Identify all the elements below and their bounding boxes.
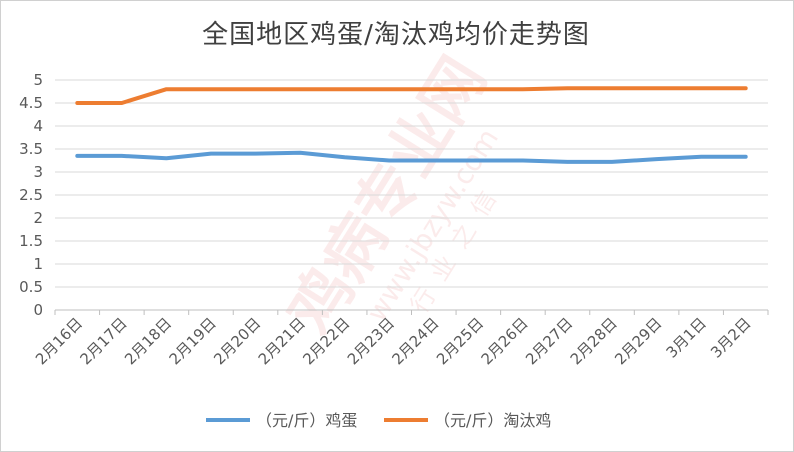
x-tick-label: 2月24日 [388, 314, 442, 368]
chart-title: 全国地区鸡蛋/淘汰鸡均价走势图 [202, 20, 590, 50]
legend-label-0: （元/斤）鸡蛋 [256, 411, 357, 430]
legend-label-1: （元/斤）淘汰鸡 [434, 411, 551, 430]
x-tick-label: 2月22日 [299, 314, 353, 368]
y-tick-label: 3 [33, 163, 43, 181]
y-tick-label: 3.5 [19, 140, 43, 158]
x-tick-label: 2月19日 [166, 314, 220, 368]
x-tick-label: 2月18日 [121, 314, 175, 368]
x-tick-label: 2月20日 [210, 314, 264, 368]
y-tick-label: 4.5 [19, 94, 43, 112]
series-line-0 [75, 150, 748, 164]
x-tick-label: 2月26日 [478, 314, 532, 368]
x-tick-label: 2月27日 [522, 314, 576, 368]
x-tick-label: 2月16日 [32, 314, 86, 368]
x-tick-label: 2月21日 [255, 314, 309, 368]
x-tick-label: 2月23日 [344, 314, 398, 368]
y-tick-label: 2.5 [19, 186, 43, 204]
x-tick-label: 3月2日 [707, 314, 754, 361]
y-tick-label: 2 [33, 209, 43, 227]
series-line-1 [75, 86, 748, 105]
x-tick-label: 3月1日 [663, 314, 710, 361]
x-tick-label: 2月25日 [433, 314, 487, 368]
x-tick-label: 2月17日 [76, 314, 130, 368]
x-tick-label: 2月28日 [567, 314, 621, 368]
y-tick-label: 1 [33, 255, 43, 273]
x-tick-label: 2月29日 [611, 314, 665, 368]
y-tick-label: 0 [33, 301, 43, 319]
y-tick-label: 0.5 [19, 278, 43, 296]
y-tick-label: 1.5 [19, 232, 43, 250]
y-tick-label: 4 [33, 117, 43, 135]
y-tick-label: 5 [33, 71, 43, 89]
